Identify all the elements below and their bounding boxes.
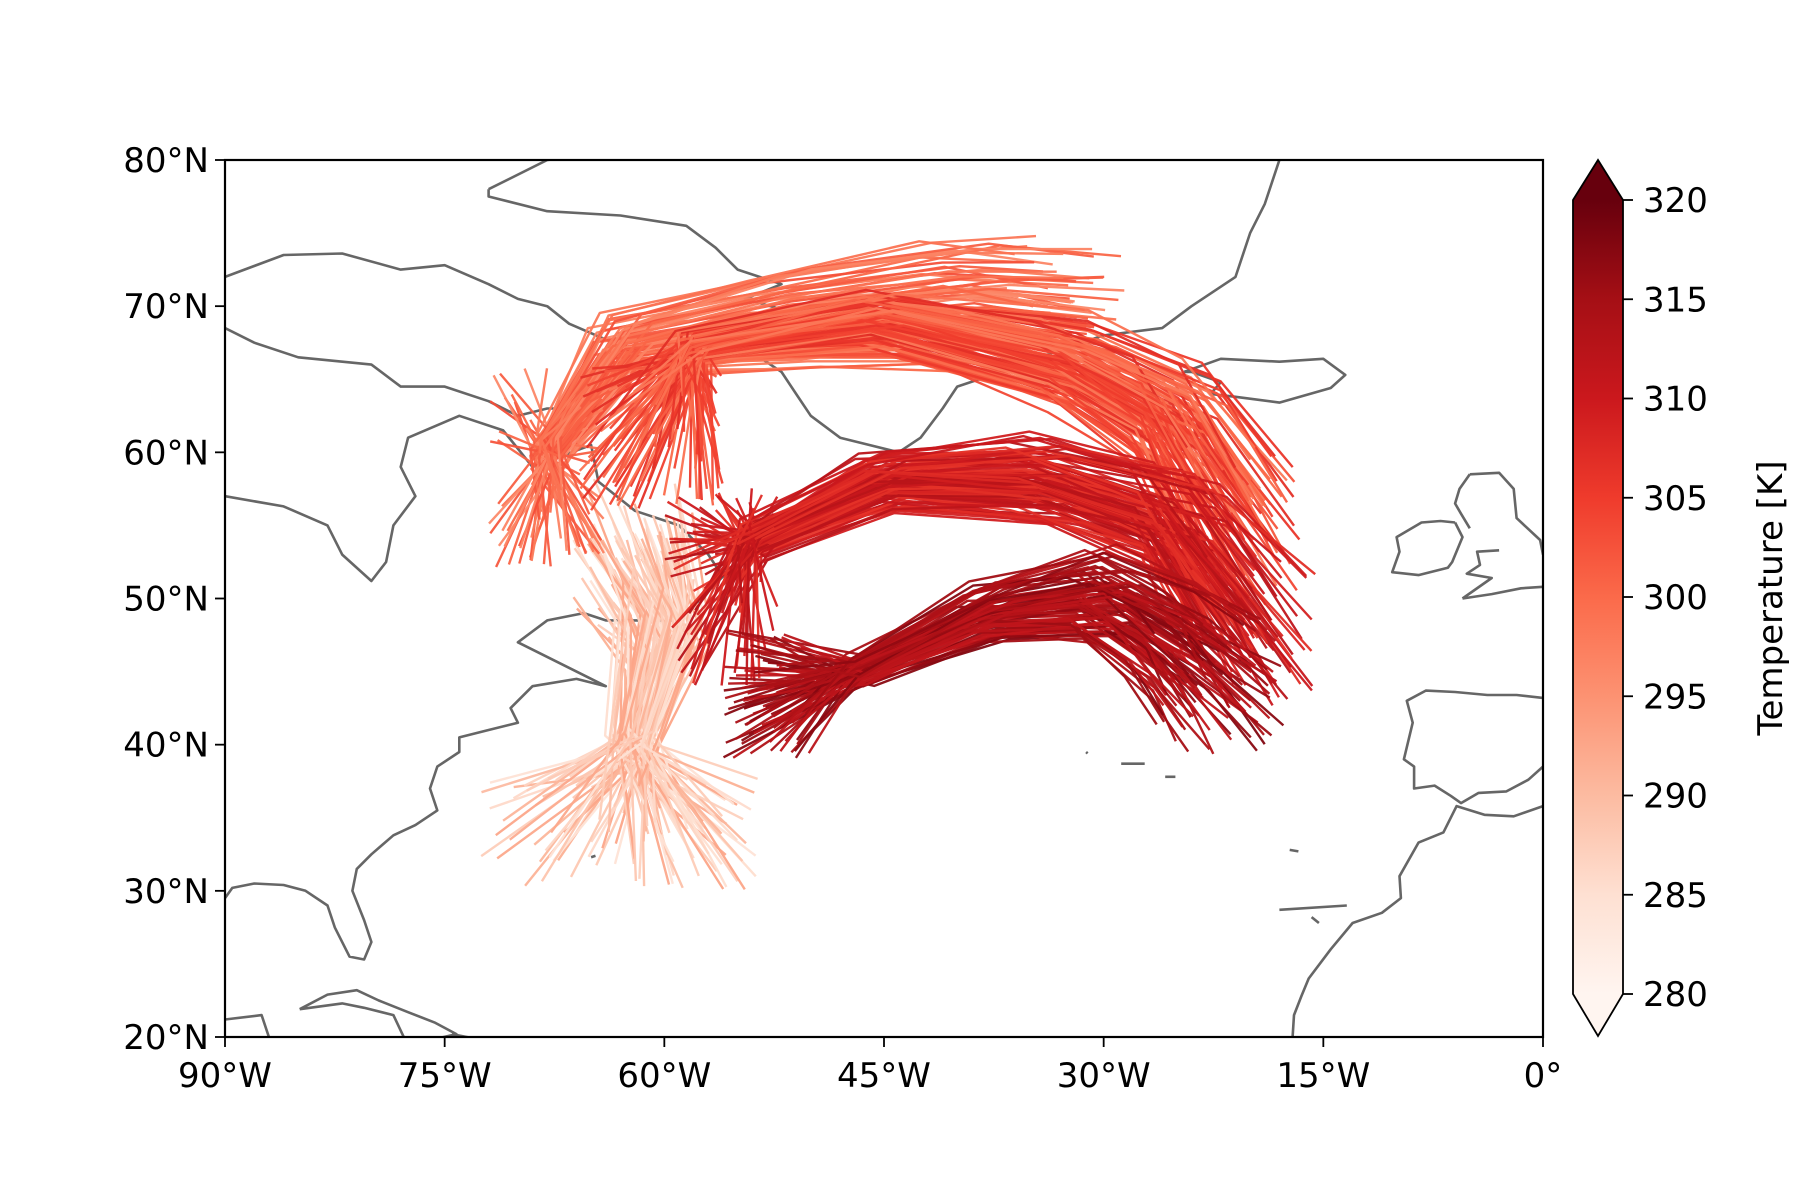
trajectory-line [753, 551, 1245, 674]
trajectory-line [592, 523, 675, 863]
trajectory-line [538, 251, 1064, 443]
trajectory-line [542, 242, 1094, 565]
y-tick-label: 60°N [123, 433, 209, 473]
latitude-axis: 20°N 30°N 40°N 50°N 60°N 70°N 80°N [123, 141, 225, 1058]
colorbar-extend-min [1573, 994, 1623, 1036]
trajectory-line [585, 288, 1189, 449]
trajectory-line [540, 554, 669, 882]
colorbar-gradient [1573, 200, 1623, 994]
trajectory-line [745, 480, 1213, 686]
x-tick-label: 60°W [617, 1056, 711, 1096]
longitude-axis: 90°W 75°W 60°W 45°W 30°W 15°W 0° [178, 1037, 1562, 1096]
coastline [1279, 904, 1347, 912]
trajectory-line [550, 503, 665, 834]
y-tick-label: 40°N [123, 726, 209, 766]
coastline [1461, 549, 1500, 600]
y-tick-label: 70°N [123, 287, 209, 327]
x-tick-label: 15°W [1276, 1056, 1370, 1096]
colorbar-extend-max [1573, 160, 1623, 200]
colorbar-tick-label: 300 [1643, 578, 1708, 618]
trajectory-line [534, 577, 629, 807]
coastline [225, 414, 725, 961]
y-tick-label: 20°N [123, 1018, 209, 1058]
coastline [1310, 916, 1320, 925]
colorbar-tick-label: 280 [1643, 975, 1708, 1015]
trajectory-line [563, 512, 708, 834]
coastline [1469, 471, 1543, 555]
map-plot-area [223, 158, 1545, 1068]
colorbar-tick-label: 305 [1643, 479, 1708, 519]
colorbar: 280 285 290 295 300 305 310 315 320 Temperature … [1572, 158, 1791, 1038]
colorbar-tick-label: 285 [1643, 876, 1708, 916]
trajectory-line [804, 555, 1204, 715]
trajectory-line [587, 557, 689, 858]
trajectory-line [690, 464, 1266, 595]
trajectory-line [640, 293, 1256, 449]
trajectory-line [579, 309, 1271, 490]
colorbar-tick-label: 295 [1643, 677, 1708, 717]
trajectory-line [760, 586, 1208, 680]
colorbar-label: Temperature [K] [1751, 460, 1791, 736]
trajectory-line [633, 309, 1254, 506]
trajectory-line [714, 469, 1236, 616]
trajectory-line [576, 307, 1233, 513]
colorbar-tick-label: 315 [1643, 280, 1708, 320]
coastline [1291, 804, 1543, 1037]
trajectory-line [650, 499, 700, 823]
trajectory-line [636, 538, 705, 827]
trajectory-line [692, 446, 1196, 684]
trajectory-line [747, 434, 1194, 631]
colorbar-tick-label: 290 [1643, 777, 1708, 817]
trajectories [480, 234, 1316, 891]
coastline [1453, 473, 1471, 529]
trajectory-line [643, 559, 700, 877]
x-tick-label: 30°W [1057, 1056, 1151, 1096]
colorbar-tick-label: 320 [1643, 181, 1708, 221]
trajectory-line [540, 240, 1015, 491]
trajectory-line [592, 478, 636, 820]
coastline [1085, 751, 1089, 755]
coastline [1402, 689, 1543, 805]
trajectory-line [639, 523, 752, 811]
y-tick-label: 30°N [123, 872, 209, 912]
y-tick-label: 50°N [123, 580, 209, 620]
trajectory-line [542, 270, 1057, 547]
trajectory-line [556, 247, 1093, 551]
x-tick-label: 0° [1524, 1056, 1563, 1096]
trajectory-line [615, 500, 738, 842]
trajectory-line [495, 534, 647, 837]
x-tick-label: 90°W [178, 1056, 272, 1096]
x-tick-label: 75°W [398, 1056, 492, 1096]
coastline [1289, 848, 1299, 853]
trajectory-line [754, 455, 1316, 576]
trajectory-line [535, 234, 1037, 437]
trajectory-line [774, 582, 1251, 689]
trajectory-line [639, 546, 710, 855]
trajectory-line [588, 566, 629, 833]
trajectory-line [631, 567, 657, 827]
coastline [555, 1059, 583, 1068]
trajectory-line [648, 534, 728, 888]
colorbar-tick-label: 310 [1643, 380, 1708, 420]
trajectory-line [548, 538, 630, 858]
x-tick-label: 45°W [837, 1056, 931, 1096]
trajectory-line [793, 582, 1205, 752]
coastline [225, 1013, 271, 1037]
trajectory-line [509, 531, 673, 841]
coastline [590, 854, 596, 859]
colorbar-ticks: 280 285 290 295 300 305 310 315 320 [1623, 181, 1708, 1015]
coastline [1390, 519, 1464, 577]
coastline [1462, 585, 1543, 600]
y-tick-label: 80°N [123, 141, 209, 181]
